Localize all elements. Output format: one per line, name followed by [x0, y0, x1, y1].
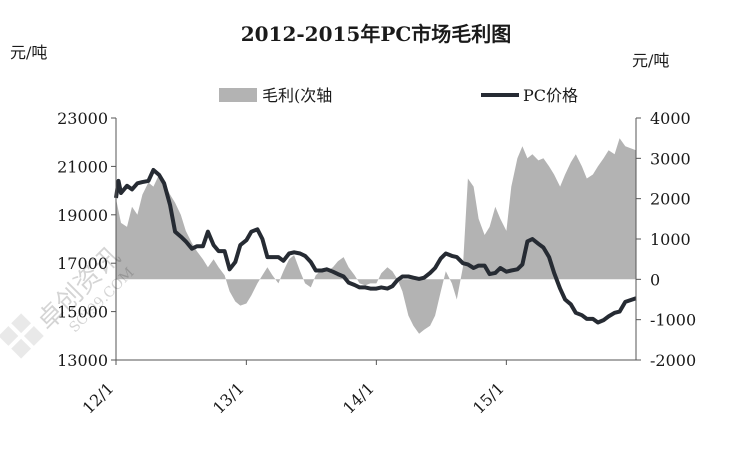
right-tick-label: 4000 — [650, 109, 691, 128]
left-tick-label: 15000 — [57, 303, 108, 322]
x-tick-label: 12/1 — [79, 379, 118, 418]
right-tick-label: -1000 — [650, 311, 696, 330]
legend-swatch-margin — [219, 88, 257, 102]
right-axis-unit: 元/吨 — [632, 51, 669, 70]
left-tick-label: 13000 — [57, 351, 108, 370]
right-axis-ticks: 4000 3000 2000 1000 0 -1000 -2000 — [636, 109, 696, 370]
margin-area-layer — [116, 138, 636, 334]
legend: 毛利(次轴 PC价格 — [219, 86, 578, 105]
right-tick-label: 2000 — [650, 190, 691, 209]
left-tick-label: 23000 — [57, 109, 108, 128]
legend-label-price: PC价格 — [523, 86, 578, 105]
chart-title: 2012-2015年PC市场毛利图 — [241, 22, 512, 46]
x-axis-ticks: 12/1 13/1 14/1 15/1 — [79, 360, 508, 418]
margin-area — [116, 138, 636, 334]
right-tick-label: -2000 — [650, 351, 696, 370]
price-line-layer — [114, 168, 637, 325]
left-axis-unit: 元/吨 — [10, 43, 47, 62]
left-tick-label: 19000 — [57, 206, 108, 225]
legend-label-margin: 毛利(次轴 — [262, 86, 332, 105]
left-axis-ticks: 23000 21000 19000 17000 15000 13000 — [57, 109, 116, 370]
left-tick-label: 17000 — [57, 254, 108, 273]
right-tick-label: 1000 — [650, 230, 691, 249]
price-line — [114, 168, 637, 325]
x-tick-label: 15/1 — [469, 379, 508, 418]
x-tick-label: 14/1 — [339, 379, 378, 418]
left-tick-label: 21000 — [57, 157, 108, 176]
right-tick-label: 3000 — [650, 149, 691, 168]
right-tick-label: 0 — [650, 270, 660, 289]
x-tick-label: 13/1 — [209, 379, 248, 418]
